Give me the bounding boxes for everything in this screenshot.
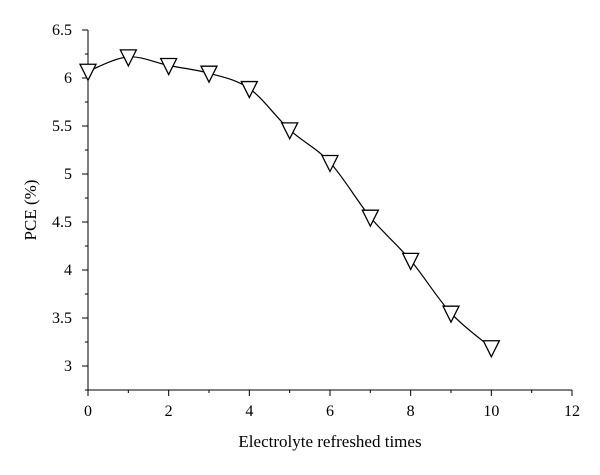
data-point-marker: [199, 65, 219, 84]
axes: [87, 30, 572, 391]
x-tick-label: 8: [407, 403, 415, 420]
tick-labels: 0 2 4 6 8 10 12 3 3.5 4 4.5 5 5.5 6 6.5: [52, 22, 580, 420]
data-point-marker: [361, 209, 380, 228]
data-point-marker: [441, 305, 461, 324]
y-tick-label: 5.5: [52, 118, 72, 135]
y-tick-label: 4.5: [52, 214, 72, 231]
x-tick-label: 10: [483, 403, 499, 420]
y-tick-label: 6.5: [52, 22, 72, 39]
y-tick-label: 3.5: [52, 310, 72, 327]
y-axis-label: PCE (%): [21, 180, 40, 241]
series-line: [87, 56, 492, 349]
x-tick-label: 6: [326, 403, 334, 420]
data-point-marker: [401, 252, 420, 271]
data-point-marker: [240, 80, 259, 100]
data-point-marker: [78, 63, 98, 82]
x-tick-label: 4: [245, 403, 253, 420]
x-axis-label: Electrolyte refreshed times: [238, 432, 421, 451]
y-tick-label: 6: [64, 70, 72, 87]
markers: [78, 49, 501, 359]
x-tick-label: 2: [165, 403, 173, 420]
y-tick-label: 3: [64, 358, 72, 375]
x-tick-label: 12: [564, 403, 580, 420]
data-point-marker: [320, 154, 340, 173]
y-tick-label: 4: [64, 262, 72, 279]
x-tick-label: 0: [84, 403, 92, 420]
data-point-marker: [119, 49, 138, 68]
y-tick-label: 5: [64, 166, 72, 183]
data-point-marker: [159, 57, 178, 76]
data-point-marker: [280, 122, 299, 141]
data-point-marker: [482, 340, 501, 359]
ticks: [82, 29, 573, 396]
